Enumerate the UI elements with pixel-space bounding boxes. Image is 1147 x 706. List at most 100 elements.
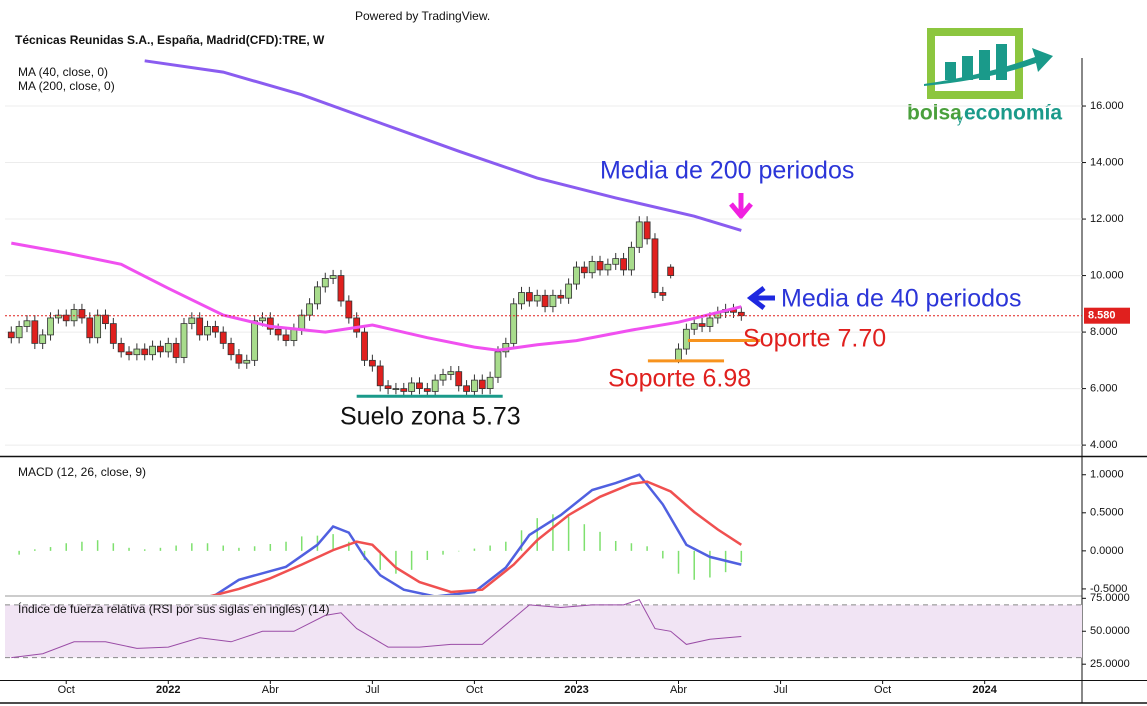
y-tick-label: 6.000 <box>1090 383 1118 395</box>
candle-body <box>180 323 188 358</box>
candle-body <box>447 371 455 375</box>
candle-body <box>117 342 125 353</box>
histogram-bar <box>222 545 224 551</box>
x-tick-label: Abr <box>262 684 279 696</box>
histogram-bar <box>740 550 743 563</box>
histogram-bar <box>191 543 193 551</box>
x-tick-label: Oct <box>874 684 891 696</box>
candle-body <box>290 328 298 341</box>
histogram-bar <box>646 546 648 551</box>
histogram-bar <box>536 518 538 551</box>
histogram-bar <box>96 540 99 551</box>
plot-area <box>5 59 1082 446</box>
candle-body <box>455 371 463 387</box>
candle-body <box>47 317 54 336</box>
candle-body <box>7 331 15 339</box>
logo-bar <box>996 44 1007 80</box>
candle-body <box>62 314 70 322</box>
y-tick-label: 0.5000 <box>1090 507 1124 519</box>
candle-body <box>565 283 573 299</box>
y-tick-label: -0.5000 <box>1090 583 1127 595</box>
candle-body <box>698 323 706 327</box>
candle-body <box>211 326 219 333</box>
histogram-bar <box>505 541 507 551</box>
candle-body <box>431 379 439 392</box>
candle-body <box>368 359 376 367</box>
histogram-bar <box>348 541 350 551</box>
y-tick-label: 1.0000 <box>1090 469 1124 481</box>
candle-body <box>39 334 47 344</box>
histogram-bar <box>520 530 523 551</box>
histogram-bar <box>332 534 334 551</box>
candle-body <box>243 359 251 364</box>
histogram-bar <box>253 546 256 551</box>
candle-body <box>557 294 565 299</box>
candle-body <box>478 379 486 389</box>
candle-body <box>31 320 39 344</box>
candle-body <box>251 320 259 361</box>
candle-body <box>628 246 635 271</box>
y-tick-label: 4.000 <box>1090 439 1118 451</box>
candle-body <box>706 317 714 327</box>
histogram-bar <box>599 531 601 551</box>
histogram-bar <box>175 545 177 551</box>
candle-body <box>70 309 78 322</box>
histogram-bar <box>285 541 287 551</box>
histogram-bar <box>693 550 695 580</box>
histogram-bar <box>677 550 680 574</box>
logo-text: bolsa <box>907 102 962 125</box>
histogram-bar <box>379 550 381 570</box>
histogram-bar <box>112 543 115 551</box>
candle-body <box>298 314 306 330</box>
candle-body <box>471 379 478 392</box>
annotation-arrow <box>746 286 775 310</box>
candle-body <box>612 258 620 265</box>
candle-body <box>149 345 156 356</box>
histogram-bar <box>410 550 413 570</box>
panel-title: MACD (12, 26, close, 9) <box>18 465 146 479</box>
logo-text: economía <box>964 102 1062 125</box>
candle-body <box>133 348 141 356</box>
last-price-box <box>1084 307 1130 324</box>
candle-body <box>329 275 337 279</box>
annotation: Media de 200 periodos <box>600 157 854 185</box>
candle-body <box>274 328 282 336</box>
candle-body <box>86 317 94 339</box>
candle-body <box>643 221 651 240</box>
candle-body <box>204 326 211 336</box>
histogram-bar <box>49 547 52 551</box>
y-tick-label: 75.0000 <box>1090 592 1130 604</box>
histogram-bar <box>552 514 554 551</box>
series-line <box>11 598 742 659</box>
x-tick-label: Jul <box>774 684 788 696</box>
candle-body <box>416 382 423 389</box>
candle-body <box>15 326 23 339</box>
y-tick-label: 12.000 <box>1090 213 1124 225</box>
candle-body <box>282 334 290 341</box>
candle-body <box>172 342 180 358</box>
y-tick-label: 14.000 <box>1090 156 1124 168</box>
histogram-bar <box>395 550 397 574</box>
candle-body <box>620 258 627 271</box>
candle-body <box>486 376 494 389</box>
plot-area <box>18 473 743 595</box>
histogram-bar <box>442 550 444 555</box>
histogram-bar <box>300 536 303 551</box>
candle-body <box>337 275 345 302</box>
candle-body <box>525 292 533 302</box>
histogram-bar <box>473 548 476 551</box>
histogram-bar <box>128 547 130 551</box>
histogram-bar <box>34 549 36 551</box>
rsi-band <box>5 604 1082 658</box>
histogram-bar <box>709 550 711 578</box>
candle-body <box>400 388 408 392</box>
logo: bolsa y economía <box>907 28 1062 126</box>
candle-body <box>125 351 133 356</box>
histogram-bar <box>662 550 664 559</box>
x-tick-label: Abr <box>670 684 687 696</box>
candle-body <box>510 303 518 344</box>
candle-body <box>604 263 612 271</box>
candle-body <box>494 351 502 378</box>
candle-body <box>188 317 196 325</box>
candle-body <box>588 261 596 274</box>
